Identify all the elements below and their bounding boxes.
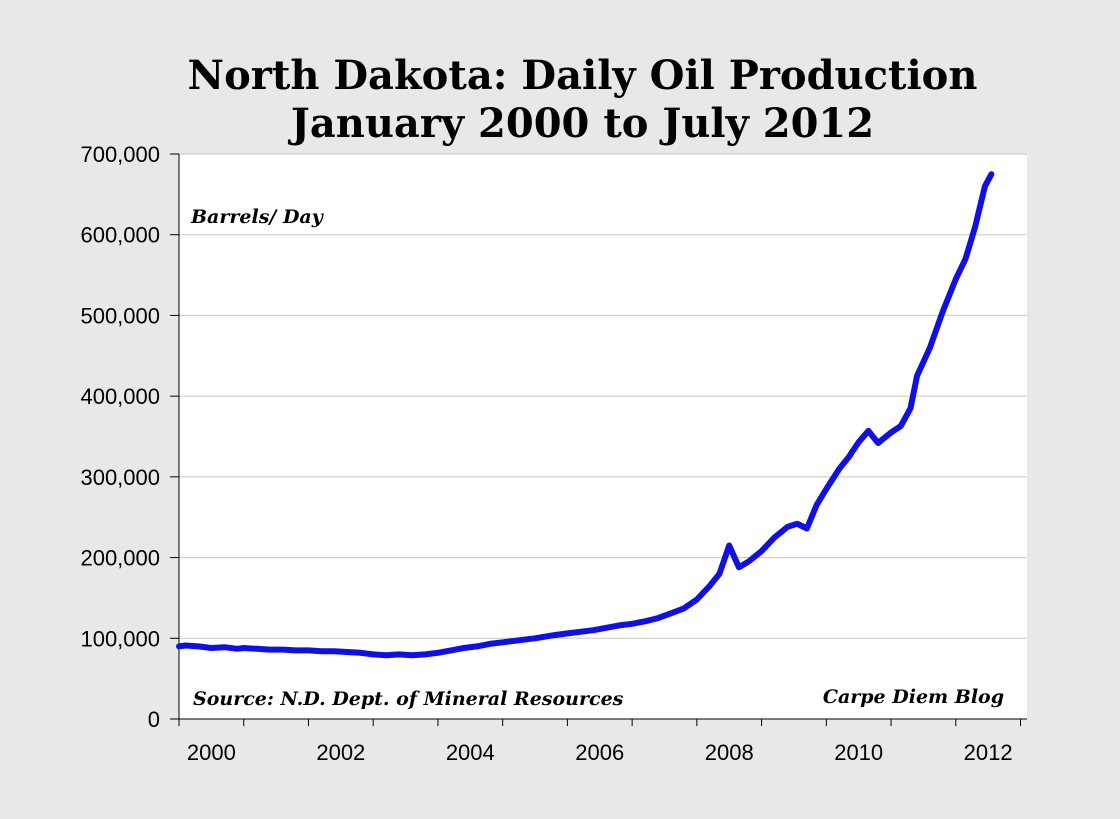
y-tick-label: 200,000 <box>80 546 160 571</box>
x-tick-marks <box>178 719 1022 726</box>
x-tick-label: 2002 <box>316 740 365 765</box>
y-tick-label: 700,000 <box>80 142 160 167</box>
y-tick-label: 400,000 <box>80 384 160 409</box>
y-tick-label: 100,000 <box>80 626 160 651</box>
x-tick-label: 2004 <box>446 740 495 765</box>
x-tick-label: 2006 <box>575 740 624 765</box>
x-tick-labels: 2000 2002 2004 2006 2008 2010 2012 <box>187 740 1013 765</box>
chart-title-line-1: North Dakota: Daily Oil Production <box>187 52 978 99</box>
y-tick-label: 600,000 <box>80 223 160 248</box>
y-tick-labels: 0 100,000 200,000 300,000 400,000 500,000 600,… <box>80 142 179 732</box>
grid-layer <box>179 153 1027 639</box>
x-tick-label: 2000 <box>187 740 236 765</box>
x-tick-label: 2010 <box>834 740 883 765</box>
series-line-daily-oil-production <box>176 171 995 659</box>
axis-layer <box>170 154 1027 720</box>
chart-title: North Dakota: Daily Oil Production Janua… <box>0 52 1120 148</box>
source-annotation: Source: N.D. Dept. of Mineral Resources <box>193 688 624 710</box>
x-tick-label: 2008 <box>705 740 754 765</box>
credit-annotation: Carpe Diem Blog <box>823 686 1004 708</box>
plot-area <box>179 154 1027 719</box>
y-tick-label: 0 <box>148 707 160 732</box>
ylabel-annotation: Barrels/ Day <box>190 206 325 228</box>
y-tick-label: 500,000 <box>80 303 160 328</box>
chart-title-line-2: January 2000 to July 2012 <box>290 100 875 147</box>
x-tick-label: 2012 <box>964 740 1013 765</box>
y-tick-label: 300,000 <box>80 465 160 490</box>
